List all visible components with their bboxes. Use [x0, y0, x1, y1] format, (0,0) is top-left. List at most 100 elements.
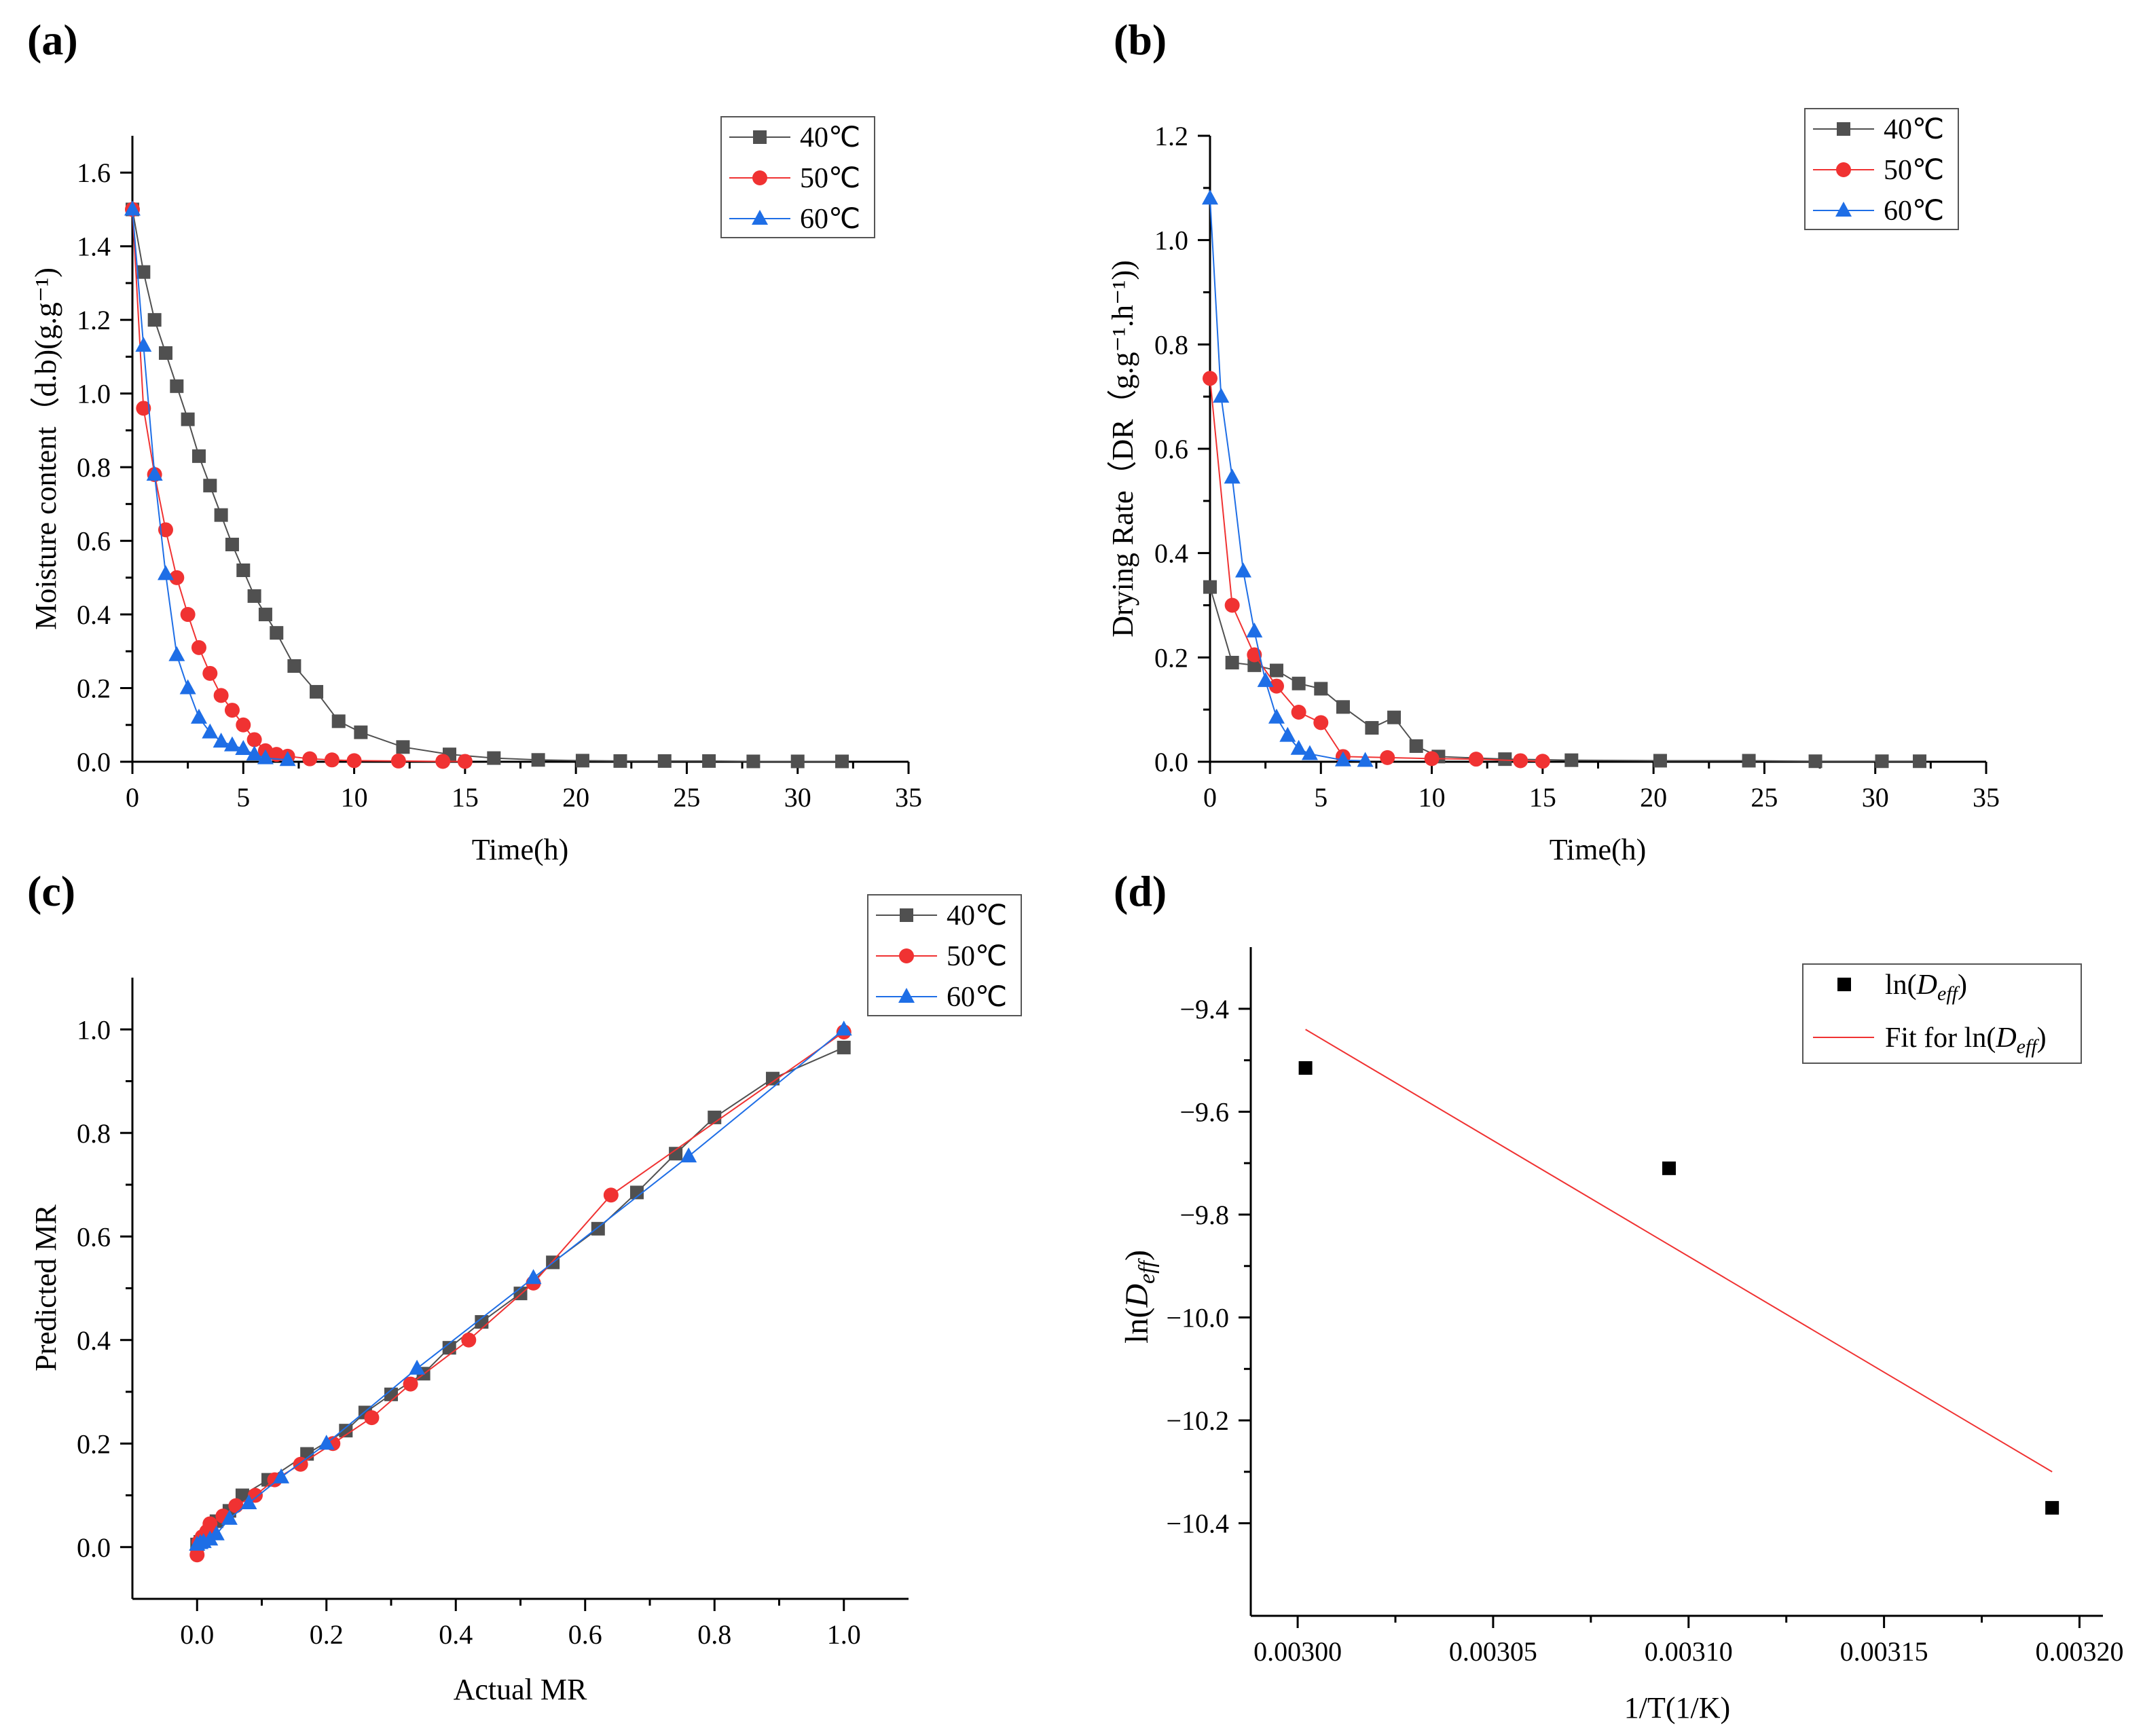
data-point-50 [457, 754, 473, 769]
data-point-40 [247, 589, 261, 603]
panel-b-legend: 40℃ 50℃ 60℃ [1804, 108, 1959, 230]
x-tick-label: 0 [1203, 782, 1217, 813]
panel-b-label: (b) [1114, 16, 1167, 64]
data-point-40 [669, 1147, 683, 1161]
data-point-50 [202, 665, 218, 681]
y-tick-label: 0.8 [77, 1118, 111, 1149]
data-point-60 [1279, 726, 1296, 742]
data-point-50 [169, 570, 185, 585]
y-tick-label: 0.0 [77, 1532, 111, 1563]
panel-d-legend: ln(Deff) Fit for ln(Deff) [1802, 963, 2082, 1064]
x-tick-label: 0.00310 [1645, 1636, 1733, 1667]
panel-c-legend-label-40: 40℃ [947, 900, 1007, 931]
data-point-40 [702, 754, 716, 768]
y-tick-label: 1.0 [77, 379, 111, 409]
x-tick-label: 35 [895, 782, 922, 813]
y-tick-label: 0.6 [77, 1221, 111, 1252]
panel-c-legend-label-60: 60℃ [947, 982, 1007, 1013]
data-point-50 [324, 752, 340, 768]
x-tick-label: 0.6 [568, 1619, 602, 1650]
panel-c-series [189, 1020, 852, 1563]
panel-a-x-label: Time(h) [472, 833, 569, 866]
y-tick-label: 0.8 [1154, 329, 1188, 360]
data-point-60 [1290, 739, 1307, 755]
legend-marker-50 [1836, 162, 1851, 177]
data-point-50 [247, 1488, 263, 1503]
data-point-60 [1246, 622, 1263, 638]
data-point-60 [179, 679, 196, 695]
data-point-40 [1409, 739, 1423, 753]
series-line-50 [1305, 1029, 2053, 1473]
data-point-40 [613, 754, 627, 768]
y-tick-label: 0.4 [1154, 538, 1188, 569]
data-point-50 [191, 640, 206, 655]
panel-c-legend: 40℃ 50℃ 60℃ [867, 894, 1022, 1016]
y-tick-label: 0.8 [77, 452, 111, 483]
panel-c-legend-label-50: 50℃ [947, 941, 1007, 972]
data-point-40 [1269, 663, 1283, 678]
data-point-40 [1292, 676, 1306, 690]
x-tick-label: 0 [126, 782, 139, 813]
data-point-40 [837, 1040, 851, 1054]
y-tick-label: 0.6 [1154, 434, 1188, 464]
data-point-60 [168, 646, 185, 661]
data-point-50 [364, 1410, 380, 1426]
data-point-60 [202, 723, 219, 739]
panel-b-legend-label-50: 50℃ [1884, 155, 1944, 186]
data-point-60 [1357, 752, 1374, 767]
data-point-60 [273, 1468, 290, 1483]
x-tick-label: 25 [673, 782, 700, 813]
data-point-50 [603, 1187, 619, 1203]
panel-b: (b) 0 5 10 15 20 25 30 350.00.20.40.60.81.01.2 … [1106, 16, 2000, 866]
data-point-50 [1513, 753, 1528, 769]
panel-b-legend-label-40: 40℃ [1884, 114, 1944, 145]
y-tick-label: 0.0 [77, 747, 111, 777]
data-point-40 [442, 1341, 456, 1355]
x-tick-label: 0.0 [180, 1619, 214, 1650]
panel-b-axes: 0 5 10 15 20 25 30 35 0.0 0.2 0.4 0.6 0.8 1.0 1.2 [1154, 121, 2000, 813]
y-tick-label: 0.2 [77, 673, 111, 704]
panel-a-legend-label-60: 60℃ [800, 204, 860, 235]
data-point-40 [396, 740, 410, 754]
data-point-50 [224, 703, 240, 718]
data-point-50 [390, 753, 406, 769]
data-point-50 [1535, 754, 1550, 769]
x-tick-label: 20 [562, 782, 589, 813]
data-point-60 [135, 337, 152, 352]
panel-c-label: (c) [27, 867, 75, 915]
data-point-50 [346, 753, 362, 769]
y-tick-label: 1.2 [1154, 121, 1188, 151]
x-tick-label: 0.00320 [2035, 1636, 2123, 1667]
x-tick-label: 10 [341, 782, 368, 813]
x-tick-label: 25 [1751, 782, 1778, 813]
data-point-60 [208, 1525, 225, 1540]
legend-marker-60 [752, 210, 768, 225]
legend-marker-60 [1835, 202, 1852, 217]
panel-a-y-label: Moisture content（d.b)(g.g⁻¹) [29, 267, 62, 630]
data-point-50 [236, 717, 251, 733]
panel-a: (a) 0 5 10 15 20 25 30 35 0.0 0.2 0.4 0.6 0.8 1.0 1.2 1… [27, 16, 922, 866]
data-point-40 [1225, 656, 1239, 670]
data-point-40 [236, 563, 251, 577]
data-point-60 [1224, 468, 1241, 484]
data-point-50 [136, 401, 151, 416]
data-point-60 [1257, 671, 1274, 687]
legend-marker-40 [753, 130, 767, 144]
x-tick-label: 5 [236, 782, 250, 813]
panel-c-axes: 0.0 0.2 0.4 0.6 0.8 1.0 0.0 0.2 0.4 0.6 0.8 1.0 [77, 978, 909, 1650]
panel-c-y-label: Predicted MR [29, 1204, 62, 1371]
panel-b-legend-label-60: 60℃ [1884, 196, 1944, 227]
y-tick-label: 0.2 [1154, 642, 1188, 673]
panel-b-series [1202, 189, 1927, 769]
data-point-40 [1247, 658, 1262, 672]
data-point-40 [531, 753, 545, 767]
data-point-40 [657, 754, 672, 768]
data-point-40 [270, 626, 284, 640]
x-tick-label: 0.00315 [1840, 1636, 1928, 1667]
y-tick-label: 0.0 [1154, 747, 1188, 777]
y-tick-label: −9.6 [1179, 1096, 1229, 1127]
data-point-60 [1334, 751, 1351, 767]
data-point-50 [1268, 678, 1284, 694]
x-tick-label: 5 [1314, 782, 1327, 813]
data-point-40 [147, 313, 162, 327]
